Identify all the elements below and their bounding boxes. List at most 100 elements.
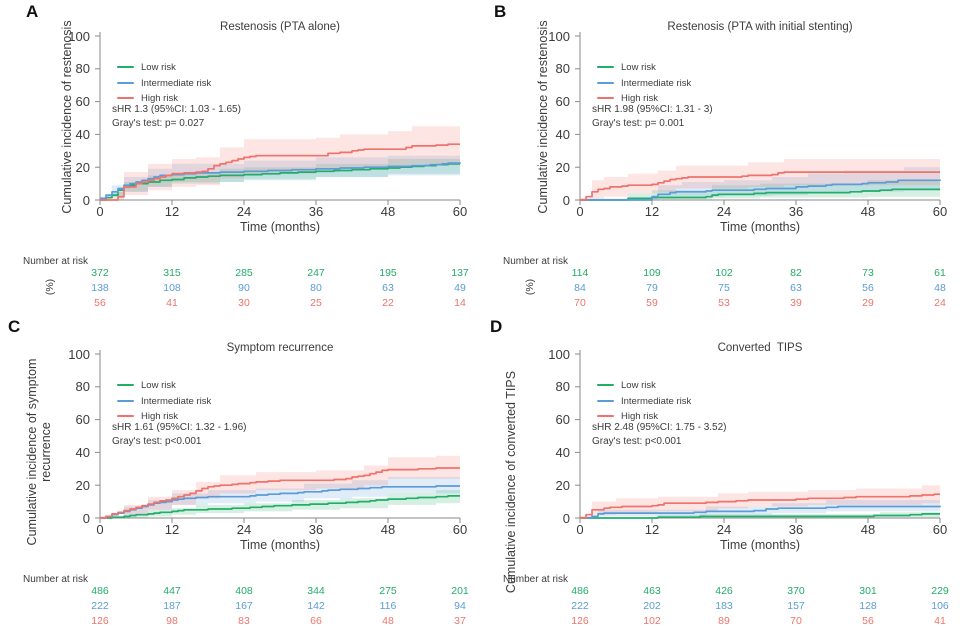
risk-count-intermediate: 84 [574,282,586,294]
legend-item-intermediate-risk: Intermediate risk [117,395,211,407]
statistics-annotation: sHR 1.3 (95%CI: 1.03 - 1.65) Gray's test… [112,103,241,130]
y-tick-label: 100 [548,28,570,44]
risk-count-low: 102 [715,267,733,279]
risk-count-high: 39 [790,297,802,309]
risk-count-high: 70 [790,615,802,627]
risk-count-high: 56 [862,615,874,627]
risk-count-high: 83 [238,615,250,627]
shr-text: sHR 1.61 (95%CI: 1.32 - 1.96) [112,422,247,433]
risk-count-high: 41 [166,297,178,309]
risk-count-high: 126 [91,615,109,627]
risk-row-low: 114 109 102 82 73 61 [480,267,960,279]
risk-count-high: 22 [382,297,394,309]
y-tick-label: 60 [555,94,570,110]
risk-count-low: 229 [931,585,949,597]
risk-count-intermediate: 128 [859,600,877,612]
y-tick-label: 80 [75,61,90,77]
series-line-high [580,171,940,201]
y-tick-label: 20 [555,477,570,493]
risk-row-intermediate: 138 108 90 80 63 49 [0,282,480,294]
panel-c: C Cumulative incidence of symptom recurr… [0,317,480,636]
legend-item-low-risk: Low risk [597,61,656,73]
risk-count-intermediate: 138 [91,282,109,294]
risk-count-high: 24 [934,297,946,309]
high-risk-line-swatch [597,96,614,100]
chart-canvas [575,350,941,523]
y-tick-label: 0 [82,510,90,526]
x-axis-label: Time (months) [239,538,321,552]
y-tick-label: 60 [75,94,90,110]
x-tick-label: 24 [236,204,252,219]
risk-row-intermediate: 222 187 167 142 116 94 [0,600,480,612]
x-tick-label: 12 [164,522,180,537]
grays-test-text: Gray's test: p<0.001 [112,435,202,447]
risk-count-low: 109 [643,267,661,279]
risk-count-intermediate: 48 [934,282,946,294]
y-tick-label: 0 [562,192,570,208]
risk-count-low: 426 [715,585,733,597]
x-axis-label: Time (months) [719,538,801,552]
risk-count-low: 82 [790,267,802,279]
y-tick-label: 60 [75,412,90,428]
high-risk-line-swatch [117,96,134,100]
risk-count-intermediate: 63 [382,282,394,294]
risk-count-intermediate: 157 [787,600,805,612]
grays-test-text: Gray's test: p= 0.001 [592,117,685,129]
risk-count-low: 73 [862,267,874,279]
risk-count-low: 315 [163,267,181,279]
x-tick-label: 36 [308,204,324,219]
risk-count-intermediate: 80 [310,282,322,294]
y-tick-label: 100 [548,346,570,362]
y-tick-label: 80 [75,379,90,395]
shr-text: sHR 1.3 (95%CI: 1.03 - 1.65) [112,104,241,115]
risk-count-high: 25 [310,297,322,309]
risk-count-low: 247 [307,267,325,279]
intermediate-risk-line-swatch [597,81,614,85]
risk-row-low: 486 447 408 344 275 201 [0,585,480,597]
x-tick-label: 12 [164,204,180,219]
y-tick-label: 100 [68,28,90,44]
panel-d: D Cumulative incidence of converted TIPS… [480,317,960,636]
x-tick-label: 36 [788,522,804,537]
x-tick-label: 24 [236,522,252,537]
risk-row-high: 126 102 89 70 56 41 [480,615,960,627]
risk-count-low: 195 [379,267,397,279]
chart-title: Restenosis (PTA with initial stenting) [667,21,853,33]
risk-count-intermediate: 63 [790,282,802,294]
risk-count-high: 98 [166,615,178,627]
risk-count-intermediate: 187 [163,600,181,612]
x-tick-label: 12 [644,204,660,219]
y-tick-label: 60 [555,412,570,428]
risk-count-low: 370 [787,585,805,597]
risk-row-high: 126 98 83 66 48 37 [0,615,480,627]
shr-text: sHR 1.98 (95%CI: 1.31 - 3) [592,104,713,115]
risk-count-low: 275 [379,585,397,597]
panel-letter: D [490,317,503,336]
risk-row-high: 70 59 53 39 29 24 [480,297,960,309]
x-tick-label: 12 [644,522,660,537]
risk-count-intermediate: 49 [454,282,466,294]
risk-count-intermediate: 56 [862,282,874,294]
legend-item-low-risk: Low risk [597,379,656,391]
y-tick-label: 0 [82,192,90,208]
risk-count-intermediate: 202 [643,600,661,612]
legend-item-high-risk: High risk [597,410,658,422]
risk-count-intermediate: 94 [454,600,466,612]
risk-count-low: 61 [934,267,946,279]
panel-b: B Cumulative incidence of restenosis Res… [480,0,960,318]
series-line-high [580,493,940,519]
risk-count-intermediate: 183 [715,600,733,612]
x-tick-label: 48 [860,522,876,537]
risk-count-high: 66 [310,615,322,627]
x-tick-label: 0 [576,522,584,537]
risk-count-low: 486 [571,585,589,597]
y-tick-label: 20 [75,159,90,175]
ci-band-high [100,124,460,200]
risk-count-intermediate: 222 [571,600,589,612]
x-axis-label: Time (months) [239,220,321,234]
chart-title: Symptom recurrence [226,342,334,354]
x-tick-label: 24 [716,204,732,219]
y-tick-label: 100 [68,346,90,362]
chart-canvas [95,350,461,523]
x-tick-label: 36 [308,522,324,537]
